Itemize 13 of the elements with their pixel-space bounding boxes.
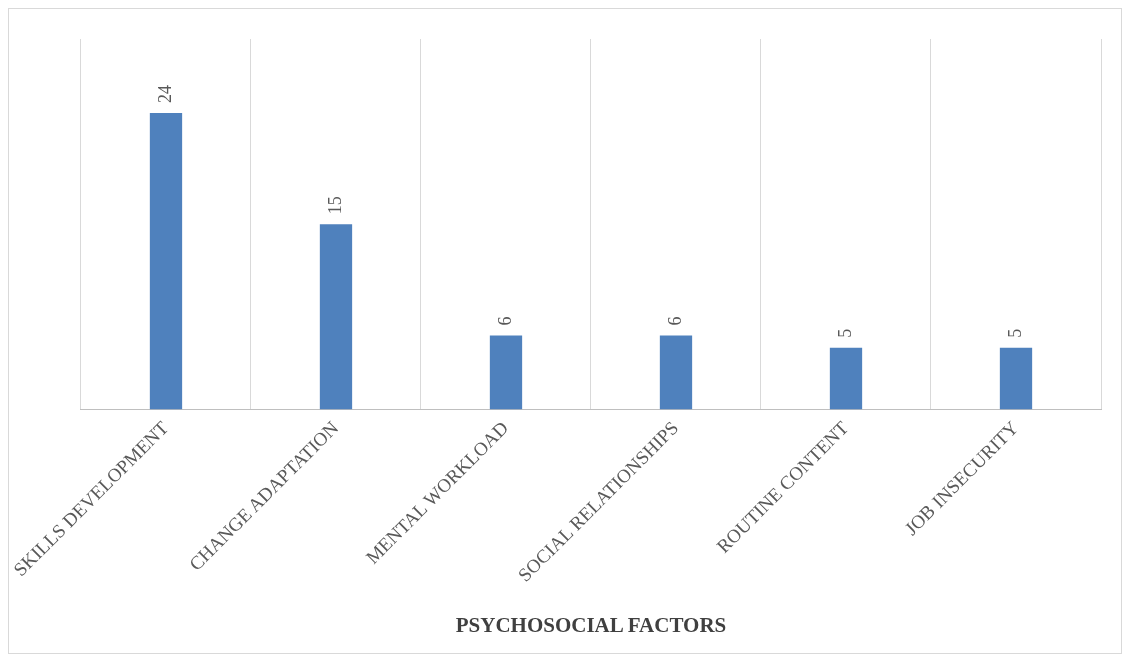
data-label: 24 bbox=[154, 85, 175, 104]
bar bbox=[659, 335, 693, 410]
data-label: 6 bbox=[664, 316, 685, 326]
data-label: 15 bbox=[324, 196, 345, 215]
bar bbox=[999, 347, 1033, 410]
data-label: 5 bbox=[1004, 328, 1025, 338]
bar bbox=[489, 335, 523, 410]
bar bbox=[149, 113, 183, 410]
bar bbox=[319, 224, 353, 410]
data-label: 5 bbox=[834, 328, 855, 338]
data-label: 6 bbox=[494, 316, 515, 326]
x-axis-title: PSYCHOSOCIAL FACTORS bbox=[455, 612, 727, 637]
bar bbox=[829, 347, 863, 410]
